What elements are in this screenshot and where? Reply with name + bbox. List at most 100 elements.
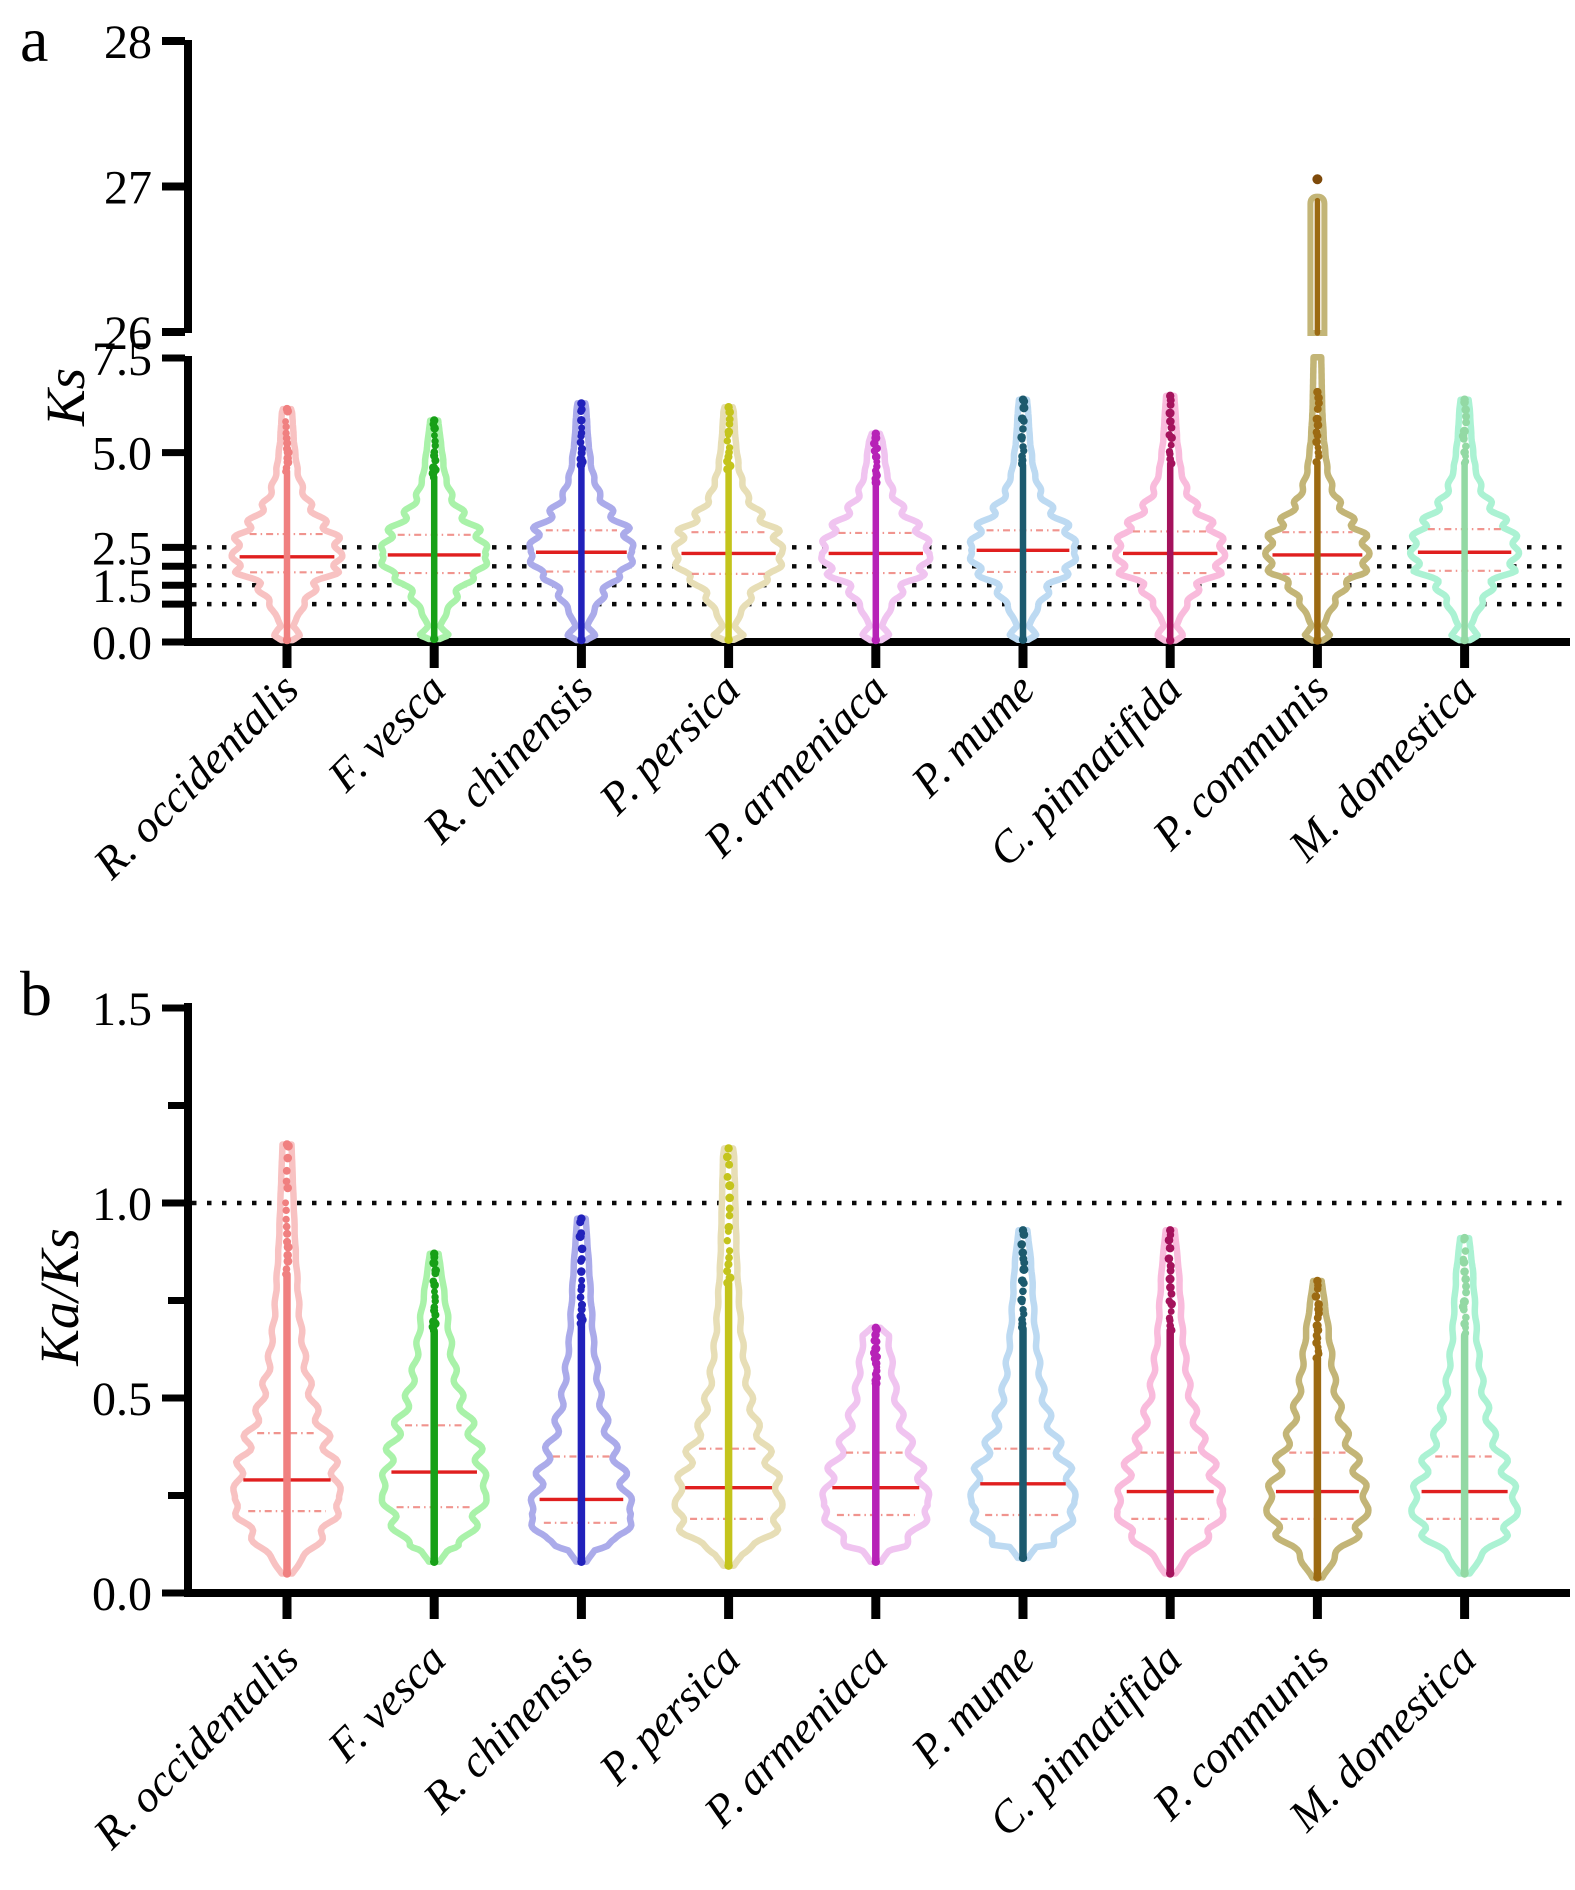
data-point — [282, 429, 290, 437]
min-data-point — [1460, 635, 1469, 645]
data-point — [723, 1237, 731, 1245]
x-tick-label-b-5: P. mume — [901, 1634, 1044, 1777]
min-data-point — [577, 1557, 586, 1567]
data-point — [1460, 1319, 1469, 1329]
data-point — [1462, 418, 1471, 427]
violin-a-p-persica — [670, 403, 787, 644]
data-point — [576, 454, 586, 464]
data-point — [431, 1293, 439, 1301]
data-point — [723, 437, 731, 445]
data-point — [431, 431, 438, 439]
max-data-point — [577, 399, 586, 408]
data-point — [1462, 1282, 1471, 1291]
data-point — [576, 1312, 586, 1321]
data-point — [577, 1300, 587, 1309]
data-point — [282, 423, 290, 431]
data-point — [724, 1222, 734, 1232]
y-tick-label-a-7.5: 7.5 — [92, 333, 152, 386]
data-point — [1018, 1248, 1028, 1257]
data-point — [1314, 449, 1322, 457]
data-point — [1165, 1314, 1174, 1322]
y-tick-label-b-1.0: 1.0 — [92, 1178, 152, 1231]
data-point — [725, 1181, 735, 1191]
max-data-point — [871, 1323, 880, 1333]
min-data-point — [430, 1557, 439, 1567]
data-point — [724, 427, 734, 437]
y-tick-label-a-0.0: 0.0 — [92, 617, 152, 670]
data-point — [1165, 1297, 1174, 1305]
max-data-point — [1018, 395, 1028, 404]
data-point — [1461, 1274, 1470, 1284]
x-tick-label-b-1: F. vesca — [317, 1634, 455, 1772]
panel-a-letter: a — [20, 4, 49, 75]
data-point — [1167, 441, 1175, 449]
data-point — [1019, 425, 1027, 433]
data-point — [431, 1288, 438, 1296]
data-point — [1165, 1243, 1175, 1253]
max-data-point — [1018, 1226, 1028, 1235]
data-point — [1312, 458, 1321, 466]
data-point — [282, 1199, 290, 1207]
data-point — [1019, 1287, 1027, 1296]
min-data-point — [871, 635, 880, 645]
violin-b-p-armeniaca — [819, 1323, 933, 1567]
min-data-point — [282, 635, 292, 645]
data-point — [430, 1303, 439, 1312]
violin-a-m-domestica — [1406, 395, 1523, 645]
data-point — [578, 424, 586, 432]
data-point — [429, 1258, 439, 1268]
data-point — [1461, 1247, 1470, 1255]
data-point — [282, 1215, 290, 1223]
max-data-point — [1460, 395, 1469, 404]
max-data-point — [282, 404, 292, 414]
data-point — [430, 448, 439, 457]
violin-b-c-pinnatifida — [1113, 1226, 1227, 1578]
data-point — [283, 1153, 293, 1163]
data-point — [282, 1222, 291, 1231]
data-point — [283, 444, 292, 453]
data-point — [576, 438, 585, 447]
data-point — [723, 1152, 732, 1162]
min-data-point — [871, 1557, 880, 1567]
y-tick-label-a-28: 28 — [104, 16, 152, 69]
data-point — [578, 1276, 586, 1284]
min-data-point — [1460, 1569, 1469, 1578]
data-point — [871, 1344, 881, 1354]
data-point — [1164, 1254, 1174, 1263]
y-tick-label-a-26: 26 — [104, 307, 152, 360]
data-point — [282, 1206, 290, 1215]
violin-b-f-vesca — [378, 1249, 490, 1567]
data-point — [1311, 1292, 1321, 1301]
data-point — [1462, 442, 1470, 451]
data-point — [577, 429, 586, 437]
data-point — [282, 1265, 291, 1273]
data-point — [1312, 414, 1322, 424]
data-point — [725, 415, 734, 424]
max-data-point — [430, 416, 439, 425]
data-point — [1017, 433, 1026, 442]
data-point — [283, 1237, 292, 1246]
max-data-point — [724, 403, 733, 412]
violin-a-f-vesca — [378, 416, 491, 644]
data-point — [725, 1253, 733, 1262]
data-point — [1461, 405, 1470, 414]
data-point — [725, 444, 734, 452]
y-tick-label-a-1.5: 1.5 — [92, 560, 152, 613]
data-point — [1017, 1295, 1026, 1305]
violin-a-p-mume — [966, 395, 1080, 644]
data-point — [1459, 1255, 1468, 1264]
min-data-point — [282, 1569, 292, 1578]
data-point — [1165, 447, 1174, 456]
data-point — [1459, 426, 1469, 436]
max-data-point — [1166, 1226, 1175, 1235]
violin-a-r-occidentalis — [228, 404, 346, 645]
data-point — [282, 1177, 291, 1186]
outlier-point — [1312, 174, 1323, 185]
max-data-point — [282, 1140, 292, 1149]
violin-b-p-communis — [1263, 1276, 1372, 1582]
data-point — [431, 437, 439, 445]
min-data-point — [1018, 1553, 1028, 1563]
data-point — [1167, 1289, 1176, 1298]
violin-a-c-pinnatifida — [1112, 391, 1229, 645]
